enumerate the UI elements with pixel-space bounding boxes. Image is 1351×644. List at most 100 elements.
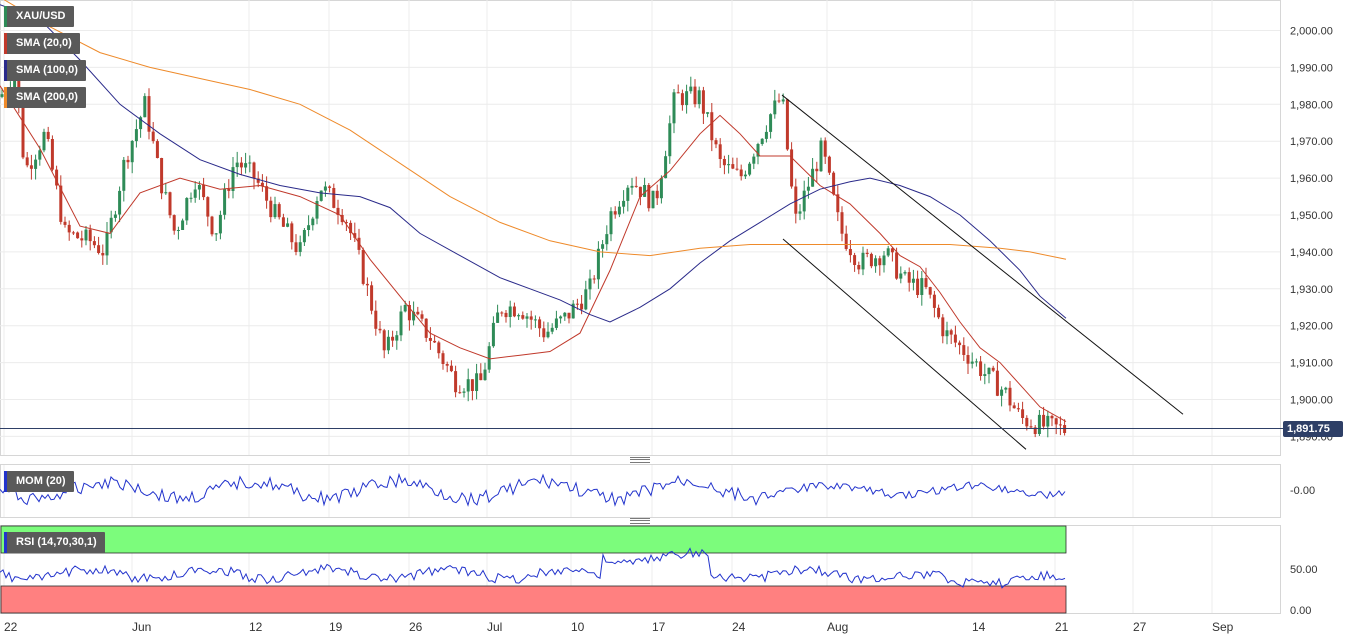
candle-body — [1021, 409, 1025, 418]
candle-body — [155, 141, 159, 158]
sma-line — [3, 0, 1067, 260]
candle-body — [1054, 418, 1058, 425]
candle-body — [466, 379, 470, 392]
candle-body — [903, 272, 907, 274]
candle-body — [101, 253, 105, 256]
candle-body — [386, 336, 390, 351]
candle-body — [113, 214, 117, 218]
candle-body — [319, 190, 323, 201]
candle-body — [349, 222, 353, 234]
y-tick-label: 1,920.00 — [1290, 321, 1333, 333]
candle-body — [680, 93, 684, 106]
candle-body — [899, 273, 903, 279]
candle-body — [391, 336, 395, 341]
candle-body — [323, 186, 327, 191]
candle-body — [109, 217, 113, 233]
legend-sma100[interactable]: SMA (100,0) — [4, 60, 86, 81]
candle-body — [638, 186, 642, 197]
candle-body — [924, 278, 928, 288]
candle-body — [1033, 427, 1037, 434]
candle-body — [945, 330, 949, 337]
rsi-swatch — [4, 532, 7, 553]
candle-body — [286, 223, 290, 227]
candle-body — [580, 303, 584, 310]
candle-body — [966, 355, 970, 364]
candle-body — [706, 112, 710, 114]
y-tick-label: 1,930.00 — [1290, 284, 1333, 296]
candle-body — [143, 96, 147, 118]
sma20-label: SMA (20,0) — [16, 37, 72, 49]
candle-body — [626, 187, 630, 201]
candle-body — [525, 316, 529, 319]
candle-body — [458, 392, 462, 394]
candle-body — [252, 162, 256, 179]
candle-body — [50, 139, 54, 170]
candle-body — [794, 186, 798, 214]
legend-sma20[interactable]: SMA (20,0) — [4, 33, 80, 54]
candle-body — [1004, 387, 1008, 390]
candle-body — [315, 201, 319, 219]
candle-body — [949, 330, 953, 335]
candle-body — [601, 244, 605, 249]
candle-body — [1012, 405, 1016, 409]
candle-body — [596, 248, 600, 280]
mom-y-tick-label: -0.00 — [1290, 485, 1315, 497]
candle-body — [441, 353, 445, 364]
legend-mom[interactable]: MOM (20) — [4, 471, 74, 492]
candle-body — [731, 164, 735, 169]
candle-body — [878, 258, 882, 266]
candle-body — [1037, 414, 1041, 434]
candle-body — [937, 307, 941, 318]
candle-body — [378, 328, 382, 331]
candle-body — [920, 278, 924, 295]
legend-xauusd[interactable]: XAU/USD — [4, 6, 74, 27]
candle-body — [769, 114, 773, 132]
candle-body — [197, 185, 201, 190]
candle-body — [479, 373, 483, 381]
candle-body — [55, 169, 59, 186]
candle-body — [764, 131, 768, 139]
candle-body — [239, 162, 243, 168]
candle-body — [483, 369, 487, 381]
candle-body — [890, 248, 894, 253]
candle-body — [832, 172, 836, 195]
candle-body — [748, 163, 752, 175]
panel-resize-handle-rsi[interactable] — [630, 518, 650, 524]
candle-body — [294, 242, 298, 252]
candle-body — [685, 91, 689, 106]
candle-body — [470, 379, 474, 391]
candle-body — [815, 168, 819, 172]
candle-body — [273, 204, 277, 218]
rsi-oversold-zone — [0, 585, 1067, 614]
candle-body — [59, 185, 63, 222]
candle-body — [664, 156, 668, 179]
candle-body — [189, 197, 193, 199]
rsi-overbought-zone — [0, 525, 1067, 554]
x-tick-label: 14 — [972, 620, 986, 634]
candle-body — [269, 200, 273, 218]
candle-body — [181, 220, 185, 230]
rsi-label: RSI (14,70,30,1) — [16, 536, 97, 548]
x-tick-label: Sep — [1212, 620, 1234, 634]
candle-body — [34, 159, 38, 169]
legend-sma200[interactable]: SMA (200,0) — [4, 87, 86, 108]
symbol-swatch — [4, 6, 7, 27]
candle-body — [592, 278, 596, 280]
candle-body — [538, 319, 542, 329]
candle-body — [164, 192, 168, 194]
legend-rsi[interactable]: RSI (14,70,30,1) — [4, 532, 105, 553]
candle-body — [697, 90, 701, 105]
candle-body — [995, 370, 999, 396]
candle-body — [979, 361, 983, 376]
candle-body — [1058, 424, 1062, 426]
channel-line — [781, 94, 1184, 415]
candle-body — [512, 306, 516, 317]
candle-body — [223, 189, 227, 215]
candle-body — [80, 238, 84, 241]
candle-body — [911, 278, 915, 283]
candle-body — [336, 207, 340, 215]
panel-resize-handle-mom[interactable] — [630, 457, 650, 463]
candle-body — [407, 305, 411, 321]
candle-body — [218, 214, 222, 234]
rsi-y-tick-label: 50.00 — [1290, 564, 1318, 576]
